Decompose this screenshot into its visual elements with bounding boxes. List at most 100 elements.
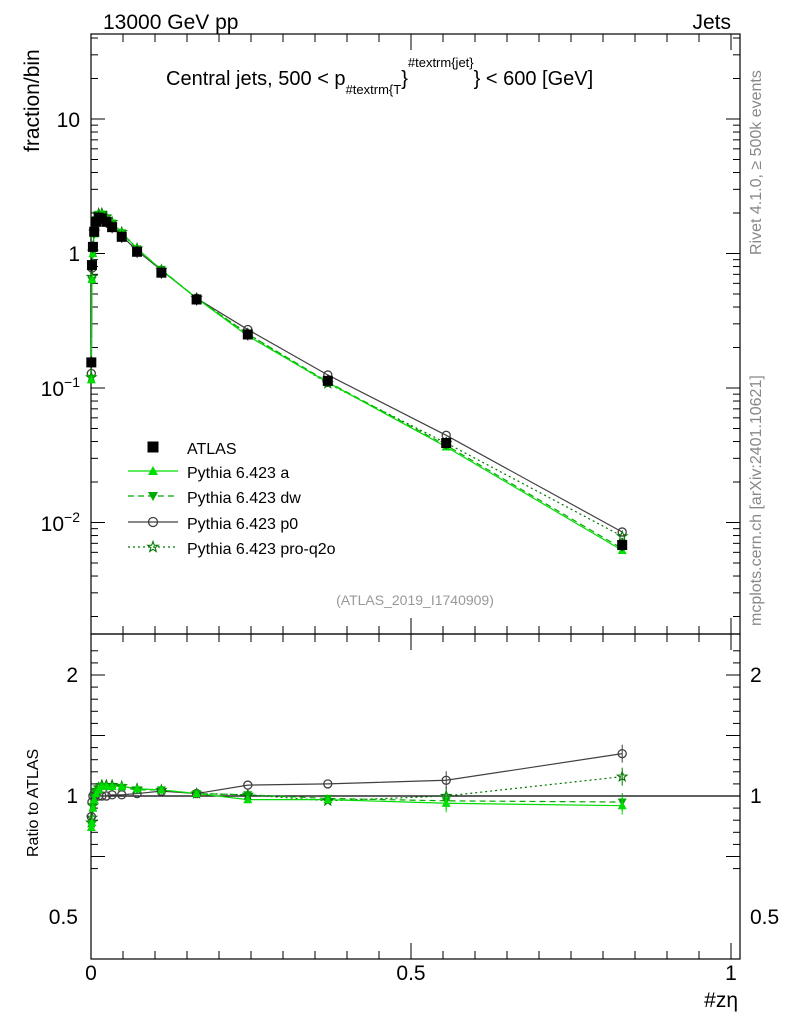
legend-marker-pythia_p0	[147, 516, 159, 528]
legend-symbol-pythia-proq2o	[128, 539, 178, 553]
ratio-point-pythia_p0	[243, 780, 253, 790]
main-point-atlas	[242, 329, 253, 340]
ratio-series-lines	[90, 753, 623, 828]
main-line-pythia_p0	[90, 216, 623, 533]
main-point-atlas	[156, 267, 167, 278]
main-ytick-3-exp: −2	[64, 509, 80, 525]
mcplots-label: mcplots.cern.ch [arXiv:2401.10621]	[748, 375, 765, 626]
ratio-ytick-label-right-1: 1	[750, 785, 762, 808]
legend-label-pythia-p0: Pythia 6.423 p0	[187, 516, 298, 533]
x-axis-label: #zη	[704, 989, 738, 1012]
main-point-atlas	[132, 246, 143, 257]
main-point-atlas	[116, 231, 127, 242]
ratio-point-pythia_p0	[441, 775, 451, 785]
legend-symbol-atlas	[147, 441, 159, 453]
legend: ATLAS Pythia 6.423 a Pythia 6.423 dw Pyt…	[128, 441, 336, 558]
ratio-point-pythia_a	[156, 785, 166, 794]
chart-title-pre: Central jets, 500 < p	[166, 68, 346, 90]
ratio-ytick-label-left-2: 2	[66, 664, 78, 687]
legend-label-pythia-a: Pythia 6.423 a	[187, 465, 289, 482]
main-line-pythia_dw	[90, 213, 623, 550]
ratio-line-pythia_p0	[90, 753, 623, 817]
legend-symbol-pythia-dw	[128, 492, 178, 501]
main-ytick-1-base: 1	[68, 243, 80, 266]
main-point-atlas	[86, 260, 97, 271]
main-point-atlas	[86, 357, 97, 368]
ratio-series-markers	[85, 744, 629, 832]
main-ytick-2-base: 10	[41, 378, 64, 401]
ratio-ytick-label-right-2: 2	[750, 664, 762, 687]
ratio-ytick-label-right-0: 0.5	[750, 906, 779, 929]
ratio-point-pythia_a	[323, 795, 333, 804]
legend-marker-pythia_proq2o	[146, 539, 160, 553]
chart-title: Central jets, 500 < p#textrm{T}#textrm{j…	[166, 55, 593, 97]
xtick-label-1: 0.5	[396, 962, 425, 985]
main-point-atlas	[441, 438, 452, 449]
legend-marker-atlas	[147, 441, 159, 453]
ratio-point-pythia_a	[617, 801, 627, 810]
legend-marker-pythia_a	[148, 466, 158, 475]
main-panel: fraction/bin Central jets, 500 < p#textr…	[21, 33, 741, 635]
main-point-pythia_a	[86, 375, 96, 384]
ratio-line-pythia_a	[90, 785, 623, 828]
legend-symbol-pythia-p0	[128, 516, 178, 528]
ratio-point-pythia_a	[192, 789, 202, 798]
legend-entry-pythia-p0: Pythia 6.423 p0	[128, 516, 298, 533]
ratio-point-pythia_a	[132, 784, 142, 793]
xtick-label-0: 0	[85, 962, 97, 985]
main-axis-ticks	[90, 34, 740, 634]
rivet-label: Rivet 4.1.0, ≥ 500k events	[748, 70, 765, 255]
main-point-pythia_p0	[617, 527, 627, 537]
chart-title-sup: #textrm{jet}	[408, 55, 474, 70]
main-ytick-labels: 10 1 10−1 10−2	[41, 109, 81, 536]
main-point-atlas	[87, 241, 98, 252]
ratio-point-pythia_proq2o	[615, 770, 629, 782]
watermark: (ATLAS_2019_I1740909)	[336, 592, 494, 608]
ratio-ytick-label-left-1: 1	[66, 785, 78, 808]
main-point-pythia_a	[88, 249, 98, 258]
xtick-label-2: 1	[725, 962, 737, 985]
ratio-point-pythia_a	[101, 781, 111, 790]
ratio-point-pythia_p0	[617, 748, 627, 759]
chart-title-mid: }	[401, 68, 408, 90]
main-point-atlas	[617, 540, 628, 551]
chart-title-post: } < 600 [GeV]	[474, 68, 594, 90]
ratio-axis-ticks	[90, 634, 740, 959]
main-ytick-2-exp: −1	[64, 374, 80, 390]
main-point-atlas	[107, 222, 118, 233]
legend-entry-pythia-dw: Pythia 6.423 dw	[128, 490, 301, 507]
header-right: Jets	[692, 11, 731, 34]
main-point-atlas	[322, 375, 333, 386]
main-point-atlas	[89, 226, 100, 237]
main-ytick-label-3: 10−2	[41, 509, 81, 536]
main-point-pythia_proq2o	[615, 529, 629, 542]
ratio-point-pythia_a	[87, 818, 97, 827]
main-line-pythia_a	[90, 213, 623, 551]
ratio-point-pythia_a	[86, 822, 96, 832]
legend-label-atlas: ATLAS	[187, 441, 237, 458]
ratio-point-pythia_p0	[323, 779, 333, 789]
ratio-ylabel: Ratio to ATLAS	[25, 749, 42, 857]
legend-entry-atlas: ATLAS	[147, 441, 237, 458]
ratio-ytick-label-left-0: 0.5	[49, 906, 78, 929]
main-series-lines	[90, 212, 623, 551]
legend-entry-pythia-proq2o: Pythia 6.423 pro-q2o	[128, 539, 336, 558]
main-point-atlas	[101, 216, 112, 227]
ratio-point-pythia_a	[89, 795, 99, 804]
chart-title-sub: #textrm{T	[346, 82, 402, 97]
main-ytick-label-1: 1	[68, 243, 80, 266]
ratio-point-pythia_a	[441, 798, 451, 807]
legend-label-pythia-proq2o: Pythia 6.423 pro-q2o	[187, 541, 336, 558]
main-point-atlas	[191, 294, 202, 305]
main-ytick-label-2: 10−1	[41, 374, 81, 401]
header-left: 13000 GeV pp	[103, 11, 238, 34]
legend-entry-pythia-a: Pythia 6.423 a	[128, 465, 289, 482]
main-ytick-3-base: 10	[41, 513, 64, 536]
ratio-panel: Ratio to ATLAS 2 1 0.5 2 1 0.5 0 0.5 1 #…	[25, 633, 779, 1012]
ratio-point-pythia_a	[88, 803, 98, 812]
main-ylabel: fraction/bin	[21, 49, 44, 152]
ratio-point-pythia_a	[243, 795, 253, 804]
main-ytick-0-base: 10	[57, 109, 80, 132]
main-ytick-label-0: 10	[57, 109, 80, 132]
